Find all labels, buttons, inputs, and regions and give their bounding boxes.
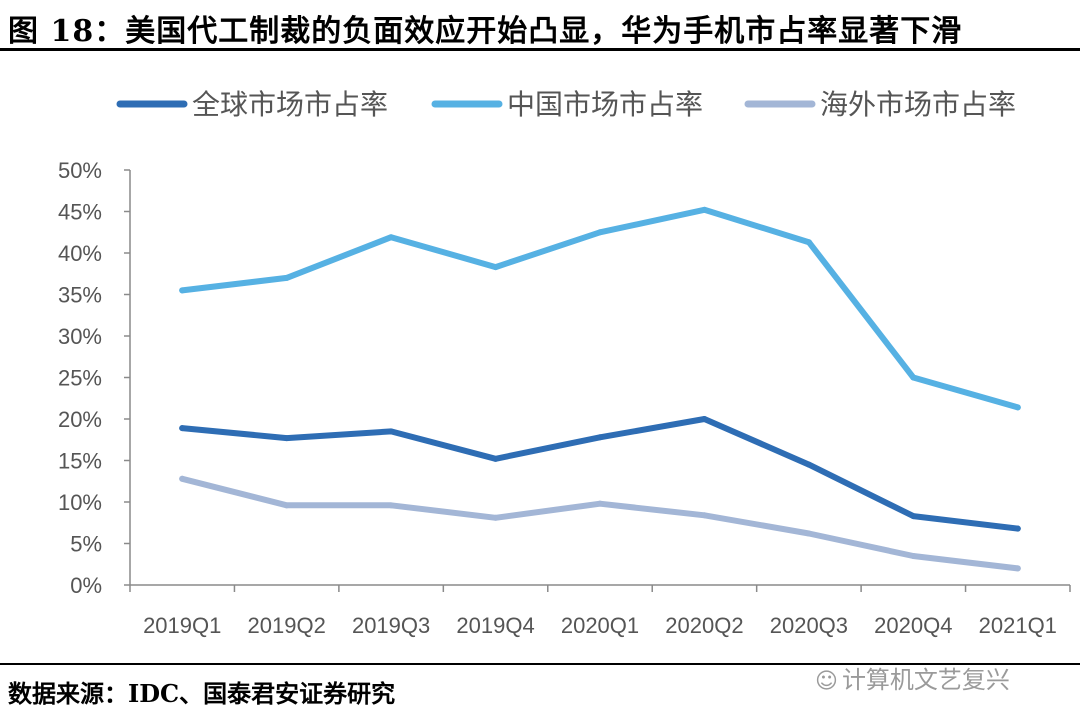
x-tick-label: 2021Q1: [979, 613, 1057, 638]
data-point: [283, 274, 290, 281]
data-point: [492, 455, 499, 462]
data-point: [179, 287, 186, 294]
x-tick-label: 2020Q1: [561, 613, 639, 638]
series-lines: [179, 206, 1021, 572]
series-line-2: [179, 475, 1021, 572]
data-point: [701, 416, 708, 422]
x-tick-label: 2020Q3: [770, 613, 848, 638]
data-point: [179, 425, 186, 432]
y-tick-label: 35%: [58, 283, 102, 308]
series-line-1: [179, 206, 1021, 411]
legend-label: 中国市场市占率: [507, 88, 703, 121]
wechat-icon: ☺: [815, 669, 838, 694]
data-point: [283, 435, 290, 442]
y-tick-label: 40%: [58, 241, 102, 266]
title-divider: [0, 48, 1080, 51]
line-chart: 全球市场市占率 中国市场市占率 海外市场市占率 0% 5% 10% 15% 20% 25% 30…: [58, 88, 1071, 638]
data-point: [283, 502, 290, 509]
x-tick-label: 2019Q4: [456, 613, 534, 638]
data-point: [597, 500, 603, 507]
data-point: [910, 513, 917, 520]
data-point: [701, 512, 708, 519]
x-tick-label: 2020Q4: [874, 613, 952, 638]
data-point: [388, 428, 395, 435]
x-tick-label: 2019Q2: [248, 613, 326, 638]
data-point: [179, 475, 186, 482]
legend-label: 海外市场市占率: [820, 88, 1016, 121]
data-point: [1014, 525, 1021, 532]
y-tick-label: 30%: [58, 324, 102, 349]
data-point: [492, 264, 499, 271]
data-point: [597, 434, 603, 441]
y-axis: 0% 5% 10% 15% 20% 25% 30% 35% 40% 45% 50%: [58, 158, 131, 598]
footer-divider: [0, 663, 1080, 665]
data-point: [805, 530, 812, 537]
data-point: [388, 502, 395, 509]
x-tick-label: 2020Q2: [665, 613, 743, 638]
x-tick-label: 2019Q1: [143, 613, 221, 638]
x-tick-label: 2019Q3: [352, 613, 430, 638]
data-point: [910, 374, 917, 381]
y-tick-label: 10%: [58, 490, 102, 515]
data-point: [805, 461, 812, 468]
y-tick-label: 20%: [58, 407, 102, 432]
data-point: [1014, 404, 1021, 411]
y-tick-label: 0%: [70, 573, 102, 598]
data-point: [1014, 565, 1021, 572]
y-tick-label: 5%: [70, 532, 102, 557]
data-point: [701, 206, 708, 213]
figure-title-bar: 图 18：美国代工制裁的负面效应开始凸显，华为手机市占率显著下滑: [0, 0, 1080, 49]
data-source: 数据来源：IDC、国泰君安证券研究: [8, 679, 396, 708]
data-point: [492, 514, 499, 521]
watermark-text: 计算机文艺复兴: [841, 666, 1010, 694]
data-point: [805, 239, 812, 246]
figure-title: 图 18：美国代工制裁的负面效应开始凸显，华为手机市占率显著下滑: [8, 14, 963, 49]
data-point: [388, 234, 395, 241]
y-tick-label: 45%: [58, 200, 102, 225]
y-tick-label: 25%: [58, 366, 102, 391]
legend-label: 全球市场市占率: [192, 88, 388, 121]
data-point: [910, 552, 917, 559]
y-tick-label: 50%: [58, 158, 102, 183]
y-tick-label: 15%: [58, 449, 102, 474]
data-point: [597, 229, 603, 236]
legend: 全球市场市占率 中国市场市占率 海外市场市占率: [116, 88, 1016, 121]
watermark: ☺ 计算机文艺复兴: [815, 660, 1010, 695]
x-axis: 2019Q1 2019Q2 2019Q3 2019Q4 2020Q1 2020Q2 2020…: [129, 584, 1071, 638]
